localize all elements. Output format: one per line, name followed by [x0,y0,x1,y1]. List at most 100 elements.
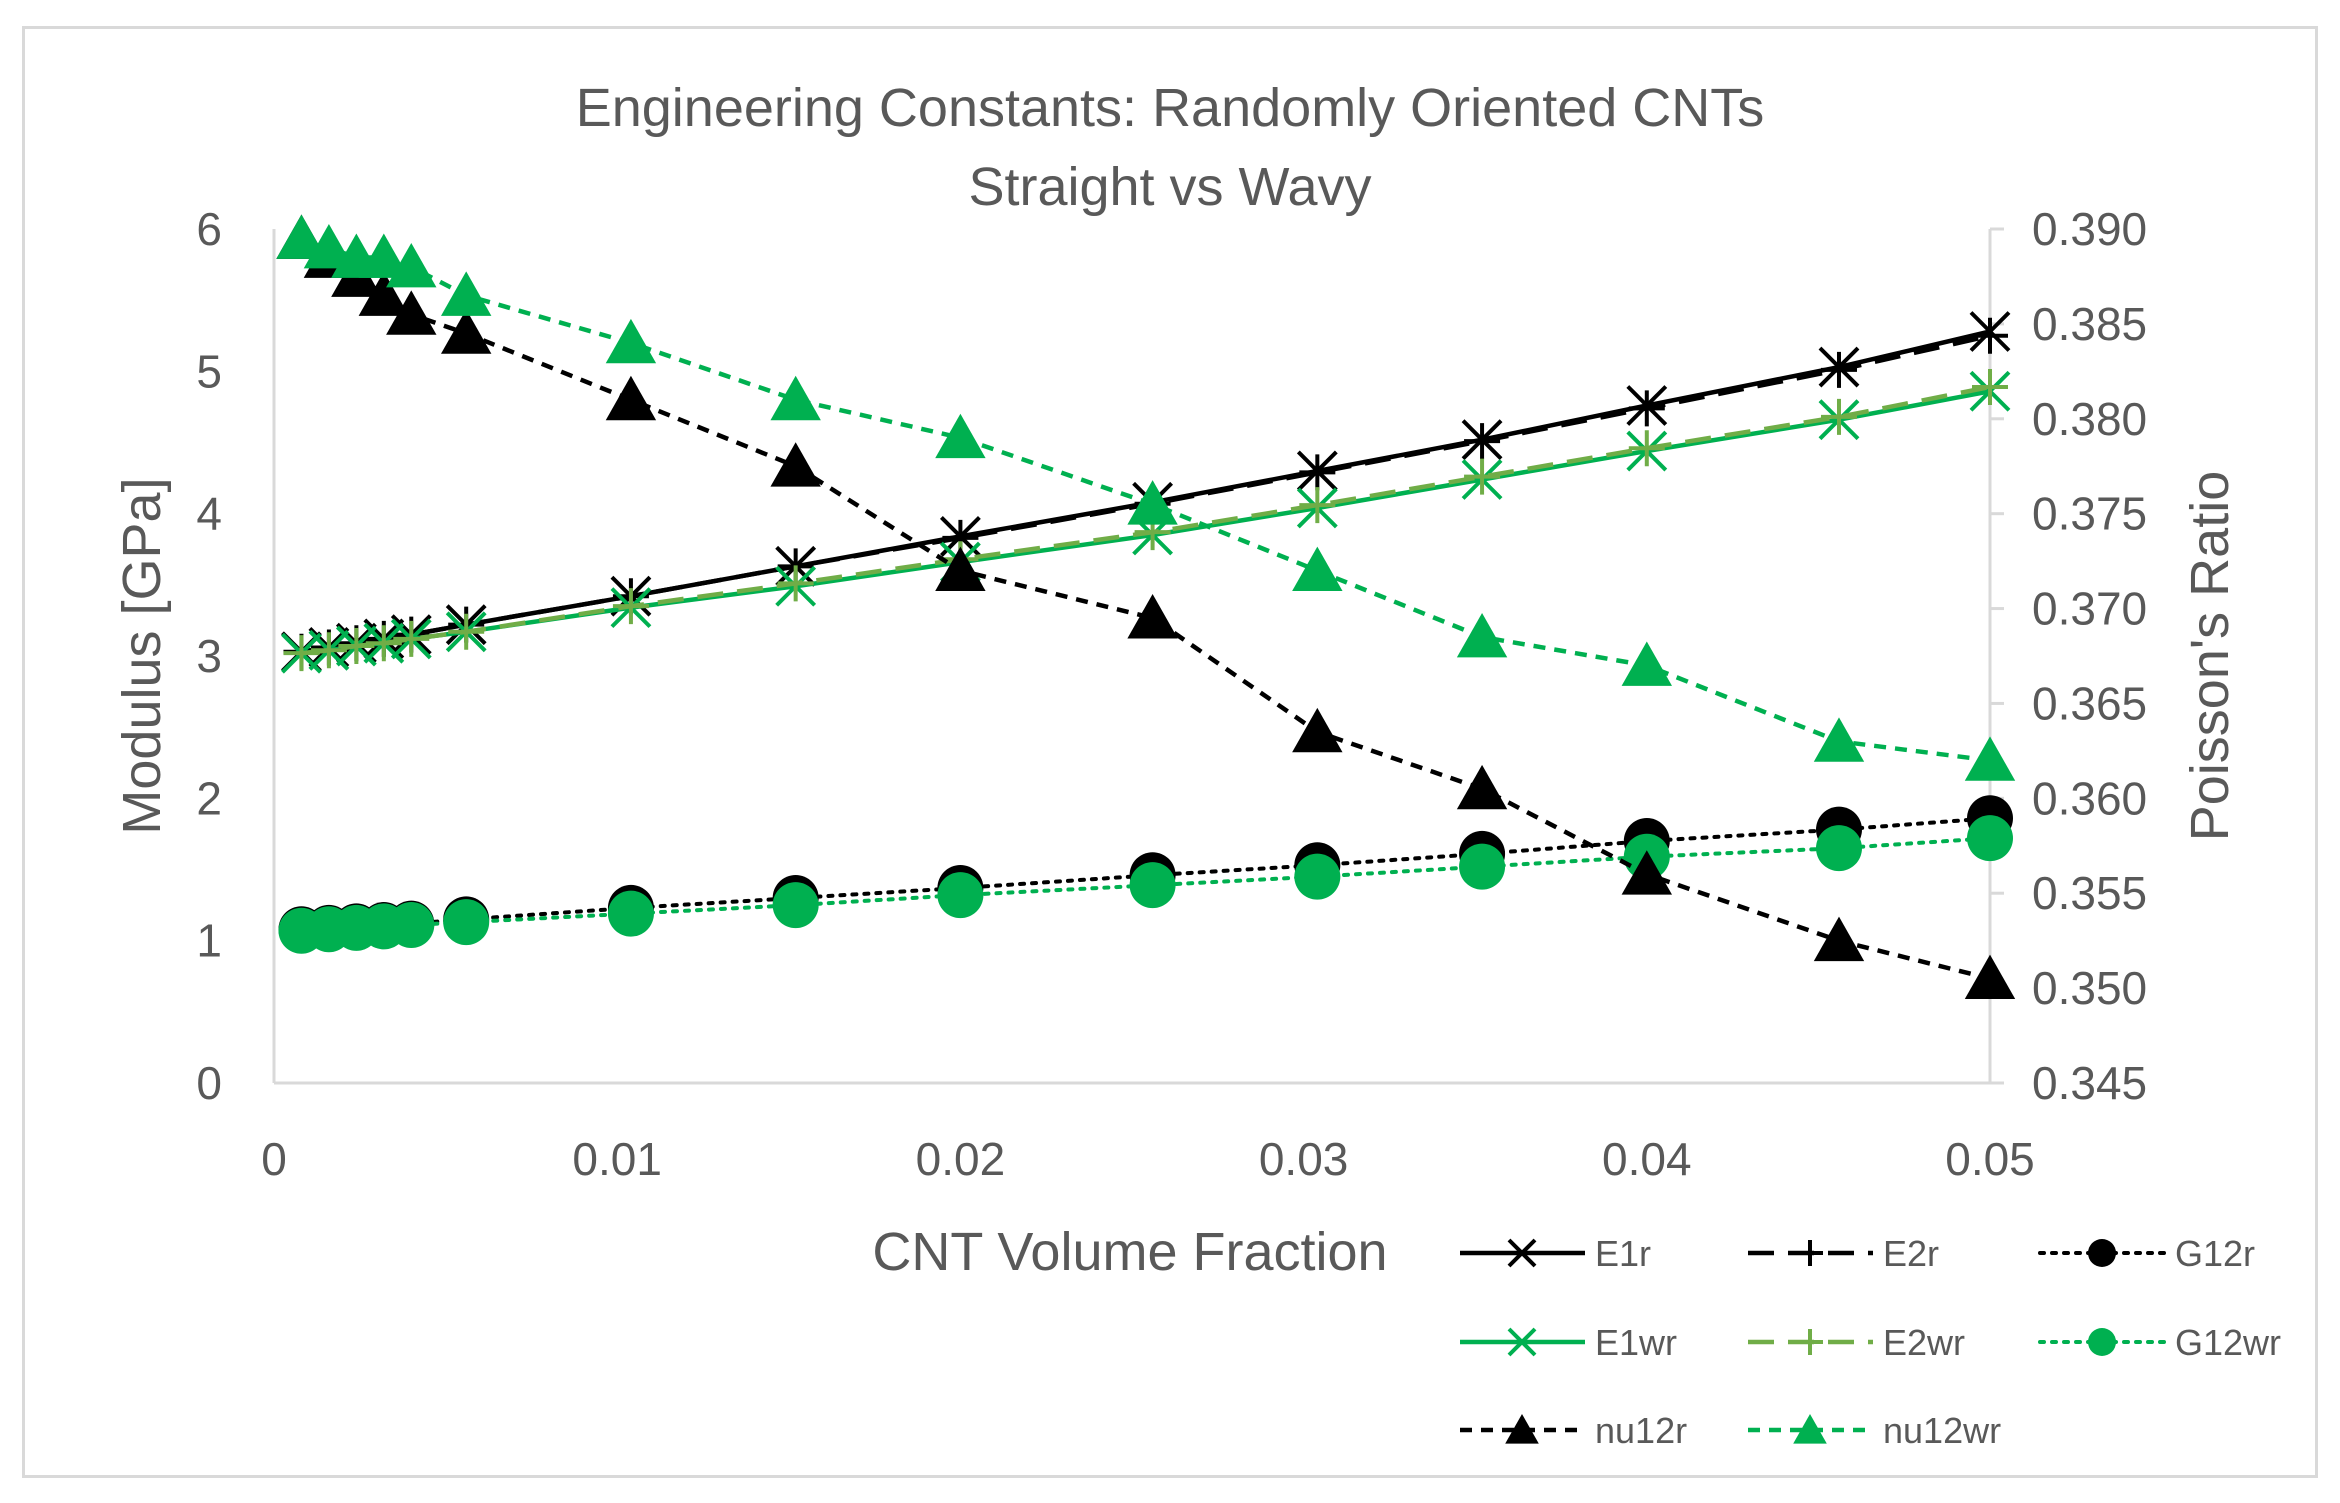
data-point-triangle-marker [276,214,327,259]
y2-tick-label: 0.375 [2032,488,2147,540]
data-point-triangle-marker [386,242,437,288]
data-point-triangle-marker [770,442,821,487]
legend-item-nu12wr: nu12wr [1748,1410,2001,1451]
data-point-x-marker [1507,1327,1537,1357]
y-tick-label: 4 [196,488,222,540]
chart-title: Engineering Constants: Randomly Oriented… [576,78,1765,138]
legend-label: nu12r [1595,1410,1687,1451]
data-point-circle-marker [1294,853,1341,900]
data-point-circle-marker [1815,825,1862,872]
data-point-plus-marker [1464,458,1501,495]
data-point-plus-marker [393,620,430,657]
data-point-triangle-marker [358,271,410,316]
data-point-triangle-marker [1621,850,1672,895]
y-tick-label: 5 [196,345,222,397]
legend-item-G12r: G12r [2038,1233,2255,1274]
y-tick-label: 1 [196,915,222,967]
x-tick-label: 0.02 [916,1133,1006,1185]
x-tick-label: 0.05 [1945,1133,2035,1185]
data-point-circle-marker [2088,1328,2116,1356]
legend-item-E1r: E1r [1460,1233,1651,1274]
data-point-triangle-marker [935,413,986,459]
data-point-plus-marker [1820,398,1857,435]
y2-tick-label: 0.360 [2032,772,2147,824]
legend-label: nu12wr [1883,1410,2001,1451]
legend-item-E1wr: E1wr [1460,1322,1677,1363]
data-point-triangle-marker [605,318,657,364]
data-point-triangle-marker [358,233,410,278]
data-point-plus-marker [1299,487,1336,524]
data-point-plus-marker [1972,368,2008,405]
chart-subtitle: Straight vs Wavy [968,157,1371,217]
data-point-triangle-marker [1456,764,1508,810]
data-point-circle-marker [1129,862,1176,909]
data-point-circle-marker [388,902,435,949]
data-point-circle-marker [937,872,984,919]
data-point-plus-marker [777,565,814,602]
data-point-circle-marker [443,899,490,946]
data-point-plus-marker [283,635,320,672]
x-tick-label: 0 [261,1133,287,1185]
data-point-circle-marker [2088,1239,2116,1267]
legend-label: G12wr [2175,1322,2281,1363]
data-point-triangle-marker [1456,613,1508,658]
y2-tick-label: 0.390 [2032,203,2147,255]
data-point-plus-marker [1299,454,1336,491]
x-tick-label: 0.04 [1602,1133,1692,1185]
x-tick-label: 0.01 [572,1133,662,1185]
data-point-plus-marker [1797,1329,1823,1355]
y2-tick-label: 0.385 [2032,298,2147,350]
legend: E1r E2r G12r E1wr E2wr G12wr nu12r nu12wr [1460,1233,2281,1451]
series-nu12wr [276,214,2016,781]
series-E2wr [283,368,2008,672]
legend-label: E2r [1883,1233,1939,1274]
data-point-triangle-marker [1127,594,1178,639]
data-point-circle-marker [1967,815,2013,862]
data-point-triangle-marker [440,271,492,316]
data-point-triangle-marker [770,375,821,421]
data-point-triangle-marker [1292,707,1343,753]
data-point-plus-marker [365,625,402,662]
data-point-triangle-marker [440,309,492,354]
data-point-plus-marker [1820,351,1857,388]
data-point-triangle-marker [386,290,437,335]
legend-label: E2wr [1883,1322,1965,1363]
axes-lines [272,229,1992,1085]
y2-tick-label: 0.370 [2032,583,2147,635]
data-point-plus-marker [448,613,485,650]
data-point-x-marker [1507,1238,1537,1268]
data-point-triangle-marker [1127,480,1178,525]
x-tick-label: 0.03 [1259,1133,1349,1185]
y2-tick-label: 0.350 [2032,962,2147,1014]
legend-label: G12r [2175,1233,2255,1274]
data-point-plus-marker [1628,430,1665,467]
data-point-plus-marker [338,628,375,665]
data-point-plus-marker [1464,423,1501,460]
y2-tick-label: 0.345 [2032,1057,2147,1109]
y2-axis-title: Poisson's Ratio [2180,471,2240,842]
data-point-triangle-marker [1964,954,2016,1000]
legend-item-E2wr: E2wr [1748,1322,1965,1363]
y2-tick-label: 0.365 [2032,677,2147,729]
series-line-E1r [301,329,1991,654]
y2-tick-labels: 0.345 0.350 0.355 0.360 0.365 0.370 0.375 0.380… [2032,203,2147,1109]
data-point-triangle-marker [1292,546,1343,591]
data-point-circle-marker [1459,843,1506,890]
legend-label: E1r [1595,1233,1651,1274]
data-point-triangle-marker [303,223,355,269]
data-point-triangle-marker [1813,916,1865,962]
data-point-plus-marker [1797,1240,1823,1266]
data-point-triangle-marker [1793,1414,1827,1444]
data-point-plus-marker [310,632,347,669]
y2-tick-label: 0.355 [2032,867,2147,919]
data-point-circle-marker [607,890,654,937]
y-tick-label: 0 [196,1057,222,1109]
series-layer [276,214,2016,1000]
y-tick-label: 6 [196,203,222,255]
y2-tick-marks [1990,227,2004,1085]
data-point-circle-marker [772,882,819,929]
data-point-triangle-marker [1505,1414,1539,1444]
data-point-triangle-marker [1813,717,1865,762]
data-point-plus-marker [612,588,649,625]
